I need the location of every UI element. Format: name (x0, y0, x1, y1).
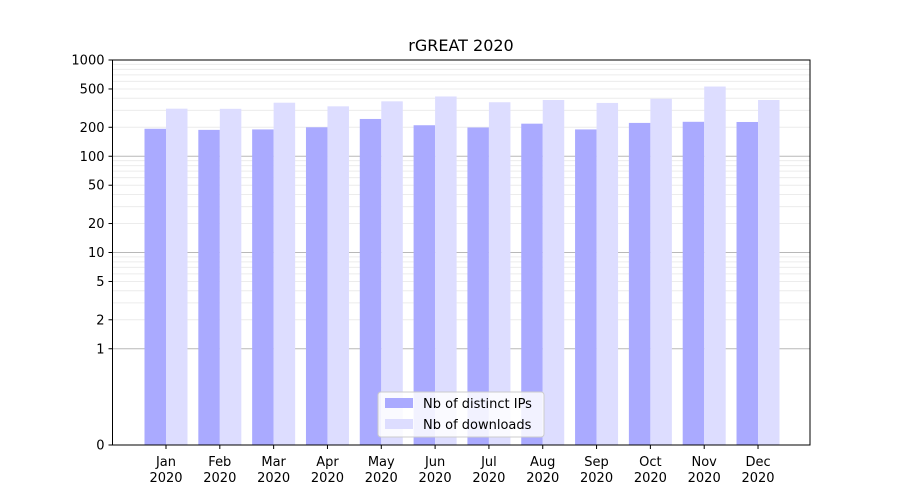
chart-title: rGREAT 2020 (408, 36, 513, 55)
bar-distinct-ips (467, 127, 489, 446)
y-tick-label: 20 (88, 217, 105, 232)
bar-distinct-ips (521, 123, 543, 446)
x-tick-label-month: Jul (480, 455, 497, 470)
x-tick-label-year: 2020 (741, 471, 774, 486)
x-tick-label-month: Apr (316, 455, 339, 470)
bar-downloads (488, 102, 511, 445)
legend-label-distinct-ips: Nb of distinct IPs (423, 397, 532, 412)
y-axis: 0 1 2 5 10 20 50 100 200 500 1000 (71, 54, 113, 454)
y-tick-label: 2 (96, 313, 104, 328)
bar-downloads (596, 102, 619, 446)
bar-distinct-ips (682, 121, 705, 445)
bars (144, 86, 780, 446)
bar-distinct-ips (305, 127, 328, 445)
legend-swatch-downloads (385, 419, 413, 429)
x-tick-label-month: Sep (584, 455, 609, 470)
x-tick-label-month: Jun (424, 455, 445, 470)
bar-distinct-ips (252, 129, 274, 445)
y-tick-label: 100 (80, 150, 105, 165)
x-tick-label-month: Feb (208, 455, 231, 470)
y-tick-label: 200 (80, 121, 105, 136)
bar-downloads (758, 100, 780, 445)
bar-distinct-ips (359, 118, 382, 445)
bar-downloads (435, 96, 457, 445)
bar-downloads (704, 86, 726, 445)
x-tick-label-year: 2020 (365, 471, 398, 486)
bar-downloads (166, 108, 188, 445)
bar-distinct-ips (198, 129, 220, 445)
x-tick-label-year: 2020 (203, 471, 236, 486)
x-tick-label-month: Dec (745, 455, 770, 470)
y-tick-label: 1 (96, 342, 104, 357)
x-tick-label-month: Aug (530, 455, 555, 470)
bar-downloads (219, 108, 242, 446)
y-tick-label: 5 (96, 275, 104, 290)
x-tick-label-month: Mar (261, 455, 286, 470)
bar-distinct-ips (575, 129, 597, 445)
legend-swatch-distinct-ips (385, 398, 413, 408)
bar-distinct-ips (413, 125, 436, 445)
y-tick-label: 500 (80, 82, 105, 97)
x-tick-label-year: 2020 (526, 471, 559, 486)
x-tick-label-year: 2020 (419, 471, 452, 486)
legend-label-downloads: Nb of downloads (423, 418, 532, 433)
bar-downloads (650, 98, 672, 446)
x-tick-label-year: 2020 (257, 471, 290, 486)
x-tick-label-month: Nov (692, 455, 718, 470)
x-tick-label-year: 2020 (688, 471, 721, 486)
x-tick-label-year: 2020 (311, 471, 344, 486)
bar-downloads (381, 101, 403, 446)
bar-downloads (273, 102, 296, 446)
x-tick-label-month: May (368, 455, 395, 470)
x-tick-label-month: Jan (155, 455, 176, 470)
bar-downloads (327, 106, 349, 446)
y-tick-label: 1000 (71, 54, 104, 69)
x-axis: Jan2020Feb2020Mar2020Apr2020May2020Jun20… (149, 445, 775, 486)
bar-distinct-ips (736, 121, 759, 445)
x-tick-label-year: 2020 (634, 471, 667, 486)
legend: Nb of distinct IPs Nb of downloads (377, 391, 545, 438)
x-tick-label-year: 2020 (472, 471, 505, 486)
y-tick-label: 50 (88, 179, 105, 194)
y-tick-label: 10 (88, 246, 105, 261)
bar-downloads (542, 100, 565, 445)
x-tick-label-year: 2020 (149, 471, 182, 486)
bar-distinct-ips (144, 128, 166, 445)
y-tick-label: 0 (96, 439, 104, 454)
x-tick-label-year: 2020 (580, 471, 613, 486)
bar-distinct-ips (628, 122, 651, 446)
legend-box (377, 391, 545, 438)
x-tick-label-month: Oct (639, 455, 661, 470)
